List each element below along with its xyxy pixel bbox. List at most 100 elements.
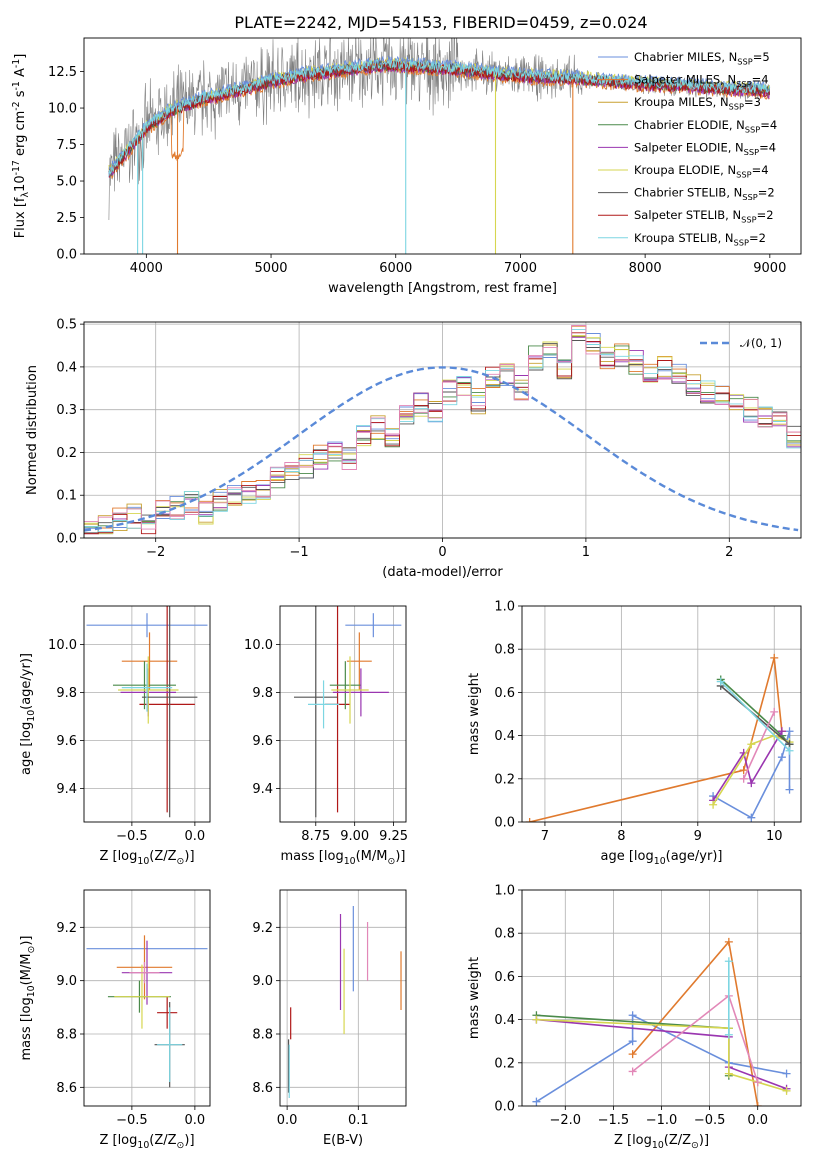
x-tick-label: −2	[146, 545, 165, 560]
x-tick-label: 7000	[504, 261, 537, 276]
legend-entry: Kroupa ELODIE, NSSP​=4	[634, 163, 769, 179]
legend-entry: Salpeter MILES, NSSP​=4	[634, 73, 769, 89]
plot-area	[532, 937, 791, 1106]
y-tick-label: 0.4	[494, 729, 515, 744]
y-tick-label: 10.0	[48, 638, 77, 653]
x-tick-label: 0	[438, 545, 446, 560]
y-tick-label: 12.5	[48, 65, 77, 80]
y-axis-label: mass [log10​(M/M⊙​)]	[19, 936, 37, 1061]
x-tick-label: −0.5	[116, 829, 148, 844]
y-tick-label: 9.4	[252, 782, 273, 797]
plot-area	[525, 653, 794, 822]
x-tick-label: 1	[582, 545, 590, 560]
y-tick-label: 0.2	[494, 772, 515, 787]
y-tick-label: 0.2	[56, 446, 77, 461]
y-axis-label: age [log10​(age/yr)]	[19, 653, 37, 775]
x-tick-label: −1.0	[646, 1113, 678, 1128]
x-tick-label: −1.5	[598, 1113, 630, 1128]
axes-frame	[83, 605, 211, 823]
y-axis-label: mass weight	[467, 957, 482, 1039]
panel-mass_vs_Z: −0.5 0.0 8.6 8.8 9.0 9.2 Z [log10​(Z/Z⊙​)] mass…	[19, 889, 211, 1151]
legend-entry: Kroupa STELIB, NSSP​=2	[634, 231, 766, 247]
x-tick-label: 10	[766, 829, 783, 844]
normal-curve	[84, 366, 799, 532]
y-tick-label: 9.0	[56, 974, 77, 989]
y-tick-label: 0.8	[494, 927, 515, 942]
y-tick-label: 0.0	[494, 1100, 515, 1115]
legend: Chabrier MILES, NSSP​=5 Salpeter MILES, N…	[598, 50, 777, 247]
y-tick-label: 0.3	[56, 403, 77, 418]
plots: 4000 5000 6000 7000 8000 90000.02.55.07.510.0…	[11, 37, 802, 1151]
weight-marker	[716, 677, 725, 686]
legend-entry: Kroupa MILES, NSSP​=3	[634, 95, 761, 111]
y-axis-label: mass weight	[467, 673, 482, 755]
x-tick-label: 0.0	[747, 1113, 768, 1128]
weight-marker	[782, 1069, 791, 1078]
x-tick-label: 9.00	[340, 829, 369, 844]
legend-entry: Chabrier MILES, NSSP​=5	[634, 50, 770, 66]
weight-marker	[628, 1067, 637, 1076]
x-tick-label: 0.1	[348, 1113, 369, 1128]
x-axis-label: (data-model)/error	[382, 565, 503, 580]
weight-marker	[739, 774, 748, 783]
x-tick-label: 6000	[379, 261, 412, 276]
x-axis-label: Z [log10​(Z/Z⊙​)]	[99, 849, 194, 867]
y-tick-label: 10.0	[48, 102, 77, 117]
plot-area	[86, 935, 208, 1088]
axes-frame	[83, 321, 802, 539]
x-axis-label: wavelength [Angstrom, rest frame]	[328, 281, 557, 296]
weight-marker	[724, 1030, 733, 1039]
x-tick-label: −0.5	[116, 1113, 148, 1128]
panel-mass_vs_ebv: 0.0 0.1 8.6 8.8 9.0 9.2 E(B-V)	[252, 889, 407, 1148]
weight-marker	[770, 653, 779, 662]
panel-spectrum: 4000 5000 6000 7000 8000 9000 0.0 2.5 5.0 7.5 10.0…	[11, 37, 802, 296]
x-tick-label: 4000	[130, 261, 163, 276]
y-tick-label: 0.6	[494, 686, 515, 701]
x-tick-label: 2	[725, 545, 733, 560]
spectrum-model-line	[108, 60, 771, 179]
y-tick-label: 1.0	[494, 884, 515, 899]
x-tick-label: 8000	[629, 261, 662, 276]
x-tick-label: 0.0	[185, 829, 206, 844]
y-tick-label: 2.5	[56, 211, 77, 226]
legend-entry: Chabrier STELIB, NSSP​=2	[634, 186, 775, 202]
x-tick-label: −1	[290, 545, 309, 560]
weight-marker	[724, 957, 733, 966]
weight-marker	[753, 1078, 762, 1087]
y-tick-label: 0.4	[494, 1013, 515, 1028]
y-tick-label: 0.1	[56, 489, 77, 504]
y-tick-label: 5.0	[56, 175, 77, 190]
x-tick-label: 9	[694, 829, 702, 844]
weight-line	[712, 730, 783, 801]
legend-entry: Salpeter ELODIE, NSSP​=4	[634, 140, 776, 156]
weight-marker	[709, 800, 718, 809]
axes-frame	[279, 889, 407, 1107]
axes-frame	[521, 605, 802, 823]
weight-line	[712, 734, 790, 806]
x-axis-label: mass [log10​(M/M⊙​)]	[281, 849, 406, 867]
x-tick-label: −2.0	[550, 1113, 582, 1128]
weight-line	[742, 711, 775, 780]
weight-line	[632, 994, 759, 1083]
panel-normed: −2 −1 0 1 2 0.0 0.1 0.2 0.3 0.4 0.5 (data-model)/er…	[25, 318, 802, 580]
y-tick-label: 0.0	[56, 248, 77, 263]
y-tick-label: 9.8	[56, 686, 77, 701]
y-tick-label: 9.0	[252, 974, 273, 989]
y-tick-label: 0.4	[56, 360, 77, 375]
y-tick-label: 10.0	[244, 638, 273, 653]
y-tick-label: 0.6	[494, 970, 515, 985]
y-tick-label: 0.0	[494, 816, 515, 831]
weight-marker	[785, 785, 794, 794]
x-axis-label: Z [log10​(Z/Z⊙​)]	[99, 1133, 194, 1151]
x-tick-label: 5000	[254, 261, 287, 276]
histogram-step	[84, 325, 801, 530]
x-tick-label: 0.0	[277, 1113, 298, 1128]
weight-marker	[777, 753, 786, 762]
figure-title: PLATE=2242, MJD=54153, FIBERID=0459, z=0…	[234, 13, 647, 32]
y-tick-label: 9.2	[252, 921, 273, 936]
y-tick-label: 9.4	[56, 782, 77, 797]
plot-area	[108, 38, 771, 254]
weight-marker	[747, 813, 756, 822]
plot-area	[294, 606, 402, 818]
axes-frame	[83, 889, 211, 1107]
